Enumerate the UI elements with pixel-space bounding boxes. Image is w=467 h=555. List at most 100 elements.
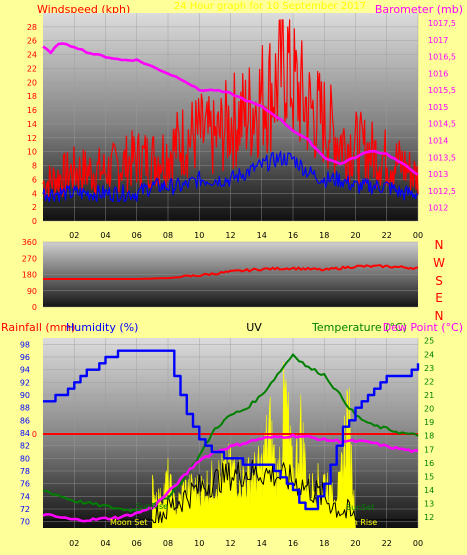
humidity-tick: 98	[20, 340, 30, 349]
time-tick: 00	[413, 539, 423, 548]
barometer-tick: 1015	[428, 103, 448, 112]
time-tick: 20	[350, 539, 360, 548]
direction-tick: 270	[22, 254, 37, 263]
humidity-tick: 88	[20, 404, 30, 413]
windspeed-tick: 0	[32, 217, 37, 226]
humidity-tick: 96	[20, 353, 30, 362]
direction-letter-w: W	[433, 256, 445, 270]
barometer-tick-labels: 1012 1012,5 1013 1013,5 1014 1014,5 1015 1015,5…	[428, 19, 456, 213]
rainfall-axis-title: Rainfall (mm)	[1, 321, 75, 334]
humidity-tick: 90	[20, 391, 30, 400]
windspeed-tick: 10	[27, 148, 37, 157]
time-tick: 04	[100, 539, 110, 548]
humidity-tick: 84	[20, 429, 30, 438]
temperature-axis-title: Temperature (°C)	[311, 321, 407, 334]
temperature-tick: 25	[424, 337, 434, 346]
date-line: 24 Hour graph for 10 September 2017	[174, 1, 366, 12]
barometer-tick: 1016	[428, 69, 448, 78]
time-tick: 16	[288, 231, 298, 240]
time-tick: 08	[163, 231, 173, 240]
temperature-tick: 14	[424, 486, 434, 495]
humidity-tick: 94	[20, 366, 30, 375]
humidity-axis-title: Humidity (%)	[66, 321, 138, 334]
direction-panel-grid	[43, 241, 418, 308]
windspeed-tick: 20	[27, 78, 37, 87]
barometer-series	[42, 42, 419, 176]
barometer-tick: 1017	[428, 36, 448, 45]
humidity-tick: 80	[20, 454, 30, 463]
direction-letter-n-bottom: N	[435, 309, 444, 323]
temperature-tick: 22	[424, 377, 434, 386]
temperature-tick: 24	[424, 350, 434, 359]
uv-axis-title: UV	[246, 321, 262, 334]
temperature-tick: 13	[424, 500, 434, 509]
temperature-tick: 12	[424, 513, 434, 522]
windspeed-tick: 22	[27, 64, 37, 73]
direction-letter-s: S	[435, 274, 443, 288]
barometer-tick: 1013	[428, 170, 448, 179]
barometer-line	[42, 42, 419, 176]
gust-line	[42, 19, 419, 199]
barometer-tick: 1013,5	[428, 153, 456, 162]
wind-average-series	[42, 151, 419, 203]
time-tick-labels-bottom: 02 04 06 08 10 12 14 16 18 20 22 00	[69, 539, 423, 548]
humidity-tick-labels: 70 72 74 76 78 80 82 84 86 88 90 92 94 96 98	[20, 340, 30, 526]
windspeed-tick: 14	[27, 120, 37, 129]
windspeed-axis-title: Windspeed (kph)	[37, 3, 130, 16]
direction-series	[43, 264, 419, 280]
direction-tick: 90	[27, 287, 37, 296]
windspeed-tick: 4	[32, 189, 37, 198]
time-tick-labels-top: 02 04 06 08 10 12 14 16 18 20 22 00	[69, 231, 423, 240]
humidity-tick: 76	[20, 480, 30, 489]
time-tick: 14	[257, 539, 267, 548]
time-tick: 18	[319, 539, 329, 548]
time-tick: 18	[319, 231, 329, 240]
windspeed-tick: 18	[27, 92, 37, 101]
dewpoint-line	[42, 433, 419, 523]
time-tick: 10	[194, 231, 204, 240]
temperature-tick: 21	[424, 391, 434, 400]
time-tick: 08	[163, 539, 173, 548]
direction-tick-labels: 0 90 180 270 360	[22, 238, 37, 312]
time-tick: 00	[413, 231, 423, 240]
solar-line	[43, 459, 417, 524]
windspeed-tick: 28	[27, 23, 37, 32]
barometer-tick: 1012,5	[428, 187, 456, 196]
temperature-tick: 15	[424, 472, 434, 481]
solar-series	[43, 459, 417, 524]
time-tick: 14	[257, 231, 267, 240]
temperature-tick: 16	[424, 459, 434, 468]
dewpoint-axis-title: Dew Point (°C)	[383, 321, 463, 334]
windspeed-tick: 6	[32, 175, 37, 184]
direction-letter-e: E	[435, 291, 443, 305]
windspeed-tick: 2	[32, 203, 37, 212]
windspeed-tick: 24	[27, 51, 37, 60]
dewpoint-series	[42, 433, 419, 523]
time-tick: 12	[225, 539, 235, 548]
humidity-tick: 72	[20, 505, 30, 514]
sunrise-label: SunRise	[136, 502, 168, 511]
time-tick: 16	[288, 539, 298, 548]
direction-line	[43, 264, 419, 280]
wind-average-line	[42, 151, 419, 203]
windspeed-tick: 12	[27, 134, 37, 143]
time-tick: 12	[225, 231, 235, 240]
moonset-label: Moon Set	[110, 518, 147, 527]
direction-tick: 360	[22, 238, 37, 247]
barometer-tick: 1014	[428, 136, 448, 145]
gust-series	[42, 19, 419, 199]
barometer-tick: 1012	[428, 204, 448, 213]
time-tick: 02	[69, 539, 79, 548]
temperature-tick: 23	[424, 364, 434, 373]
humidity-line	[43, 349, 420, 511]
barometer-tick: 1017,5	[428, 19, 456, 28]
direction-letter-n: N	[435, 238, 444, 252]
windspeed-tick: 16	[27, 106, 37, 115]
time-tick: 22	[382, 539, 392, 548]
humidity-tick: 74	[20, 492, 30, 501]
temperature-tick-labels: 12 13 14 15 16 17 18 19 20 21 22 23 24 25	[424, 337, 434, 522]
windspeed-tick: 8	[32, 162, 37, 171]
